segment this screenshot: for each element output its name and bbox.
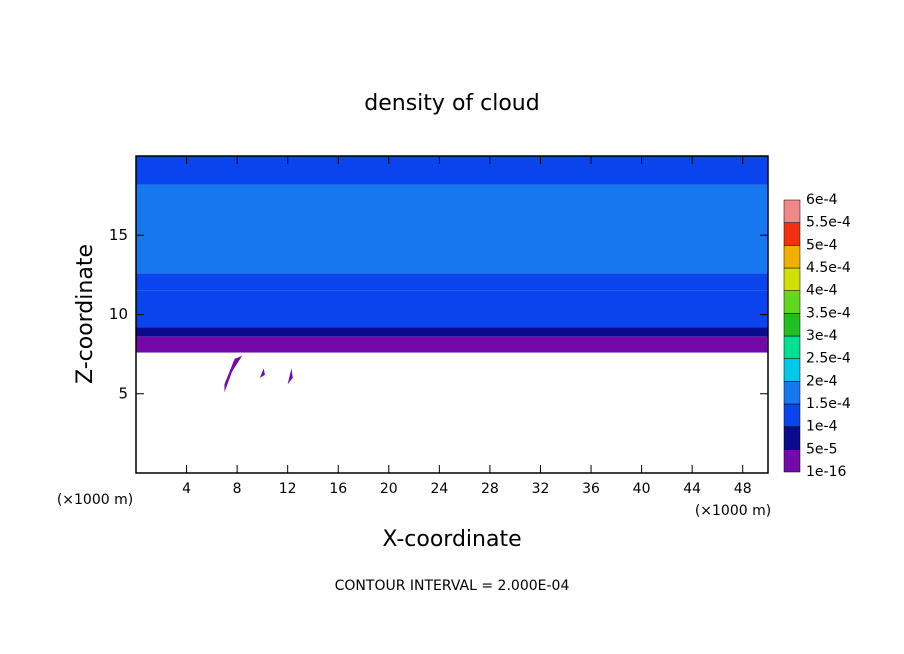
- colorbar-label: 3e-4: [806, 328, 838, 344]
- colorbar-label: 5.5e-4: [806, 215, 851, 231]
- x-tick-label: 40: [633, 481, 651, 497]
- colorbar-box: [783, 199, 801, 223]
- contour-patch: [287, 368, 293, 385]
- x-tick-label: 32: [532, 481, 550, 497]
- colorbar-box: [783, 335, 801, 359]
- colorbar-box: [783, 313, 801, 337]
- y-tick-label: 15: [109, 226, 128, 244]
- x-tick-label: 4: [182, 481, 191, 497]
- x-axis-label: X-coordinate: [382, 527, 521, 552]
- colorbar-label: 1e-16: [806, 464, 846, 480]
- x-tick-label: 16: [329, 481, 347, 497]
- colorbar-label: 5e-5: [806, 441, 837, 457]
- y-unit: (×1000 m): [57, 492, 133, 508]
- colorbar-box: [783, 426, 801, 450]
- footer: CONTOUR INTERVAL = 2.000E-04: [335, 578, 570, 594]
- contour-band: [136, 327, 768, 337]
- colorbar-box: [783, 267, 801, 291]
- colorbar-box: [783, 403, 801, 427]
- contour-patch: [259, 368, 265, 378]
- colorbar-label: 2.5e-4: [806, 351, 851, 367]
- x-tick-label: 24: [430, 481, 448, 497]
- y-tick-label: 5: [118, 384, 128, 402]
- colorbar-label: 6e-4: [806, 192, 838, 208]
- colorbar-label: 2e-4: [806, 373, 838, 389]
- colorbar-box: [783, 245, 801, 269]
- x-unit: (×1000 m): [695, 503, 771, 519]
- contour-band: [136, 273, 768, 291]
- x-tick-label: 12: [279, 481, 297, 497]
- colorbar-box: [783, 290, 801, 314]
- colorbar-label: 5e-4: [806, 237, 838, 253]
- x-tick-label: 48: [734, 481, 752, 497]
- colorbar-box: [783, 358, 801, 382]
- x-tick-label: 28: [481, 481, 499, 497]
- chart-title: density of cloud: [364, 91, 539, 116]
- colorbar-label: 4e-4: [806, 283, 838, 299]
- y-tick-label: 10: [109, 305, 128, 323]
- contour-band: [136, 336, 768, 353]
- colorbar-box: [783, 222, 801, 246]
- colorbar-box: [783, 449, 801, 473]
- contour-patch: [224, 355, 243, 393]
- y-axis-label: Z-coordinate: [73, 244, 98, 384]
- x-tick-label: 8: [233, 481, 242, 497]
- x-tick-label: 44: [683, 481, 701, 497]
- colorbar-label: 1.5e-4: [806, 396, 851, 412]
- colorbar-label: 3.5e-4: [806, 305, 851, 321]
- x-tick-label: 20: [380, 481, 398, 497]
- x-tick-label: 36: [582, 481, 600, 497]
- contour-band: [136, 156, 768, 185]
- colorbar-box: [783, 381, 801, 405]
- colorbar-label: 4.5e-4: [806, 260, 851, 276]
- contour-band: [136, 290, 768, 328]
- colorbar-label: 1e-4: [806, 419, 838, 435]
- contour-band: [136, 184, 768, 274]
